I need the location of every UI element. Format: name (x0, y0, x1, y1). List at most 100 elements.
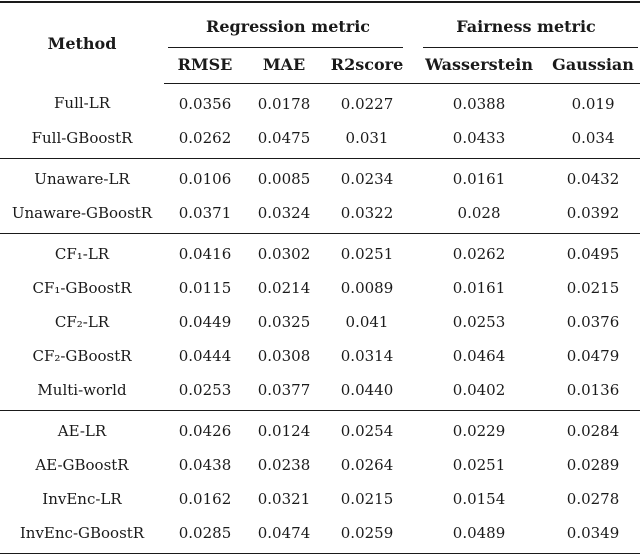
value-cell: 0.0440 (340, 380, 394, 399)
method-cell: Full-LR (54, 94, 110, 113)
cmidrule-regression (168, 47, 404, 48)
value-cell: 0.0475 (257, 128, 311, 147)
value-cell: 0.0438 (178, 455, 232, 474)
method-cell: AE-GBoostR (35, 455, 129, 474)
value-cell: 0.0321 (257, 489, 311, 508)
group-header-row: Method Regression metric Fairness metric (0, 2, 640, 53)
value-cell: 0.0489 (452, 523, 506, 542)
method-cell: InvEnc-LR (42, 489, 122, 508)
value-cell: 0.0377 (257, 380, 311, 399)
value-cell: 0.0432 (546, 158, 640, 196)
value-cell: 0.0479 (566, 346, 620, 365)
table-row: CF₁-GBoostR 0.0115 0.0214 0.0089 0.0161 0.021… (0, 271, 640, 305)
method-cell: Unaware-LR (0, 158, 164, 196)
value-cell: 0.0314 (340, 346, 394, 365)
value-cell: 0.0214 (257, 278, 311, 297)
row-block-0: Full-LR 0.0356 0.0178 0.0227 0.0388 0.019 Full… (0, 84, 640, 159)
value-cell: 0.0251 (452, 455, 506, 474)
value-cell: 0.0178 (257, 94, 311, 113)
method-cell: AE-LR (0, 410, 164, 448)
value-cell: 0.0495 (546, 233, 640, 271)
value-cell: 0.0264 (340, 455, 394, 474)
value-cell: 0.0234 (322, 158, 413, 196)
value-cell: 0.0251 (322, 233, 413, 271)
table-row: AE-GBoostR 0.0438 0.0238 0.0264 0.0251 0.0289 (0, 448, 640, 482)
group-label-regression-metric: Regression metric (206, 17, 371, 36)
value-cell: 0.041 (345, 312, 389, 331)
table-row: Full-LR 0.0356 0.0178 0.0227 0.0388 0.019 (0, 84, 640, 122)
value-cell: 0.0154 (452, 489, 506, 508)
method-cell: CF₁-GBoostR (32, 278, 132, 297)
method-cell: Full-GBoostR (31, 128, 133, 147)
value-cell: 0.0376 (566, 312, 620, 331)
value-cell: 0.0284 (546, 410, 640, 448)
value-cell: 0.0426 (164, 410, 246, 448)
value-cell: 0.0262 (412, 233, 547, 271)
value-cell: 0.0324 (257, 203, 311, 222)
table-row: CF₂-GBoostR 0.0444 0.0308 0.0314 0.0464 0.047… (0, 339, 640, 373)
value-cell: 0.0161 (412, 158, 547, 196)
value-cell: 0.0308 (257, 346, 311, 365)
value-cell: 0.0371 (178, 203, 232, 222)
value-cell: 0.0229 (412, 410, 547, 448)
value-cell: 0.0289 (566, 455, 620, 474)
table-row: Full-GBoostR 0.0262 0.0475 0.031 0.0433 0.034 (0, 121, 640, 159)
value-cell: 0.019 (571, 94, 615, 113)
value-cell: 0.0262 (178, 128, 232, 147)
column-header-rmse: RMSE (164, 48, 246, 84)
cmidrule-fairness (423, 47, 639, 48)
method-cell: CF₂-GBoostR (32, 346, 132, 365)
row-block-3: AE-LR 0.0426 0.0124 0.0254 0.0229 0.0284 AE-GB… (0, 410, 640, 554)
value-cell: 0.0325 (257, 312, 311, 331)
table-row: InvEnc-GBoostR 0.0285 0.0474 0.0259 0.0489 0.… (0, 516, 640, 554)
value-cell: 0.0464 (452, 346, 506, 365)
value-cell: 0.0238 (257, 455, 311, 474)
value-cell: 0.0115 (178, 278, 232, 297)
group-label-fairness-metric: Fairness metric (456, 17, 596, 36)
value-cell: 0.0349 (566, 523, 620, 542)
method-cell: Unaware-GBoostR (11, 203, 153, 222)
value-cell: 0.0253 (178, 380, 232, 399)
value-cell: 0.028 (457, 203, 501, 222)
group-header-fairness-metric: Fairness metric (412, 2, 640, 48)
value-cell: 0.0215 (340, 489, 394, 508)
value-cell: 0.0278 (566, 489, 620, 508)
value-cell: 0.0227 (340, 94, 394, 113)
table-row: Multi-world 0.0253 0.0377 0.0440 0.0402 0.013… (0, 373, 640, 411)
row-block-1: Unaware-LR 0.0106 0.0085 0.0234 0.0161 0.0432… (0, 158, 640, 234)
table-row: Unaware-LR 0.0106 0.0085 0.0234 0.0161 0.0432 (0, 158, 640, 196)
method-cell: Multi-world (37, 380, 127, 399)
method-cell: CF₂-LR (54, 312, 110, 331)
value-cell: 0.0253 (452, 312, 506, 331)
table-row: AE-LR 0.0426 0.0124 0.0254 0.0229 0.0284 (0, 410, 640, 448)
value-cell: 0.0106 (164, 158, 246, 196)
value-cell: 0.0136 (566, 380, 620, 399)
table-row: CF₁-LR 0.0416 0.0302 0.0251 0.0262 0.0495 (0, 233, 640, 271)
column-header-mae: MAE (246, 48, 322, 84)
value-cell: 0.0416 (164, 233, 246, 271)
value-cell: 0.0254 (322, 410, 413, 448)
table-row: CF₂-LR 0.0449 0.0325 0.041 0.0253 0.0376 (0, 305, 640, 339)
value-cell: 0.0444 (178, 346, 232, 365)
value-cell: 0.0388 (452, 94, 506, 113)
value-cell: 0.0302 (246, 233, 322, 271)
value-cell: 0.0474 (257, 523, 311, 542)
column-header-row: RMSE MAE R2score Wasserstein Gaussian (0, 48, 640, 84)
value-cell: 0.0259 (340, 523, 394, 542)
column-header-gaussian: Gaussian (546, 48, 640, 84)
group-header-regression-metric: Regression metric (164, 2, 412, 48)
value-cell: 0.0089 (340, 278, 394, 297)
column-header-r2score: R2score (322, 48, 413, 84)
method-cell: CF₁-LR (0, 233, 164, 271)
column-header-wasserstein: Wasserstein (412, 48, 547, 84)
value-cell: 0.031 (345, 128, 389, 147)
value-cell: 0.0162 (178, 489, 232, 508)
value-cell: 0.0433 (452, 128, 506, 147)
value-cell: 0.0322 (340, 203, 394, 222)
table-row: InvEnc-LR 0.0162 0.0321 0.0215 0.0154 0.0278 (0, 482, 640, 516)
value-cell: 0.0392 (566, 203, 620, 222)
table-header: Method Regression metric Fairness metric… (0, 2, 640, 84)
value-cell: 0.0402 (452, 380, 506, 399)
